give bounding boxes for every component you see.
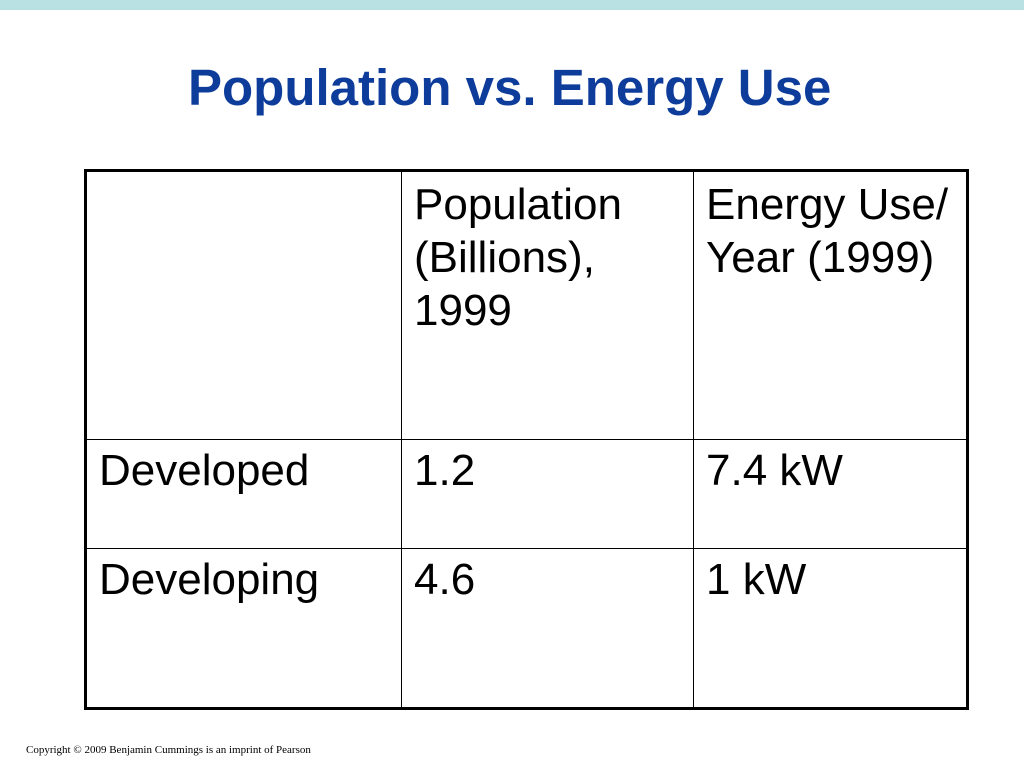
copyright-notice: Copyright © 2009 Benjamin Cummings is an… xyxy=(26,744,311,756)
slide-title: Population vs. Energy Use xyxy=(188,59,832,116)
cell-population-developed: 1.2 xyxy=(401,439,694,549)
header-energy-use: Energy Use/ Year (1999) xyxy=(693,170,968,440)
population-energy-table: Population (Billions), 1999 Energy Use/ … xyxy=(84,169,969,710)
table-row: Developed 1.2 7.4 kW xyxy=(85,439,968,549)
cell-energy-developing: 1 kW xyxy=(693,548,968,709)
cell-population-developing: 4.6 xyxy=(401,548,694,709)
top-decorative-band xyxy=(0,0,1024,10)
table-header-row: Population (Billions), 1999 Energy Use/ … xyxy=(85,170,968,440)
row-label-developing: Developing xyxy=(85,548,402,709)
table-row: Developing 4.6 1 kW xyxy=(85,548,968,709)
cell-energy-developed: 7.4 kW xyxy=(693,439,968,549)
header-empty-cell xyxy=(85,170,402,440)
header-population: Population (Billions), 1999 xyxy=(401,170,694,440)
row-label-developed: Developed xyxy=(85,439,402,549)
